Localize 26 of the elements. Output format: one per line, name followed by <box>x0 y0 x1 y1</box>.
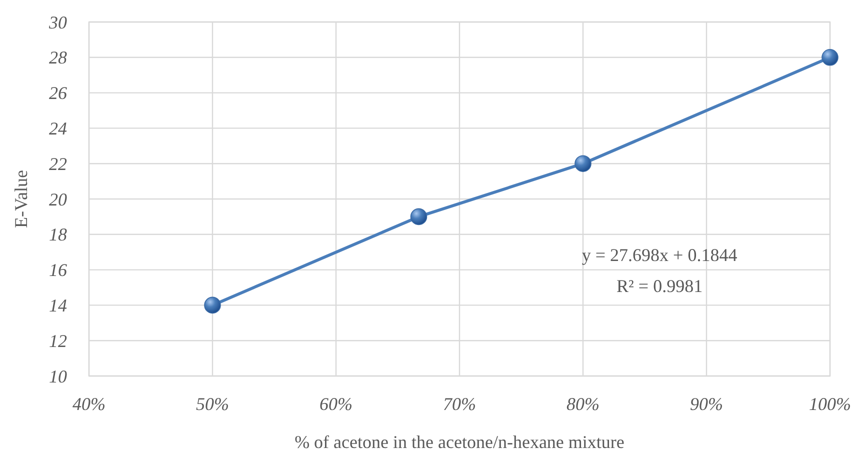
y-tick-label: 10 <box>49 366 67 386</box>
y-tick-label: 20 <box>49 189 67 210</box>
x-axis-title: % of acetone in the acetone/n-hexane mixture <box>294 432 624 452</box>
point <box>574 155 592 172</box>
point <box>204 296 221 314</box>
y-tick-label: 28 <box>49 48 67 68</box>
x-tick-label: 80% <box>566 394 600 414</box>
point <box>822 49 838 66</box>
y-tick-label: 12 <box>49 330 67 351</box>
point <box>410 208 428 226</box>
x-tick-label: 90% <box>690 394 723 414</box>
y-tick-label: 16 <box>49 260 67 280</box>
y-tick-label: 22 <box>49 154 67 174</box>
y-tick-label: 18 <box>49 224 67 245</box>
x-tick-label: 40% <box>72 394 106 414</box>
y-axis-title: E-Value <box>11 170 31 228</box>
y-tick-label: 24 <box>49 118 67 138</box>
x-tick-label: 50% <box>196 394 229 414</box>
annotation: y = 27.698x + 0.1844 <box>582 244 738 265</box>
x-tick-label: 60% <box>320 394 352 414</box>
y-tick-label: 26 <box>49 83 67 104</box>
x-tick-label: 100% <box>809 394 851 414</box>
x-tick-label: 70% <box>443 394 476 414</box>
annotation: R² = 0.9981 <box>616 276 703 296</box>
y-tick-label: 14 <box>49 296 67 316</box>
y-tick-label: 30 <box>48 12 67 32</box>
